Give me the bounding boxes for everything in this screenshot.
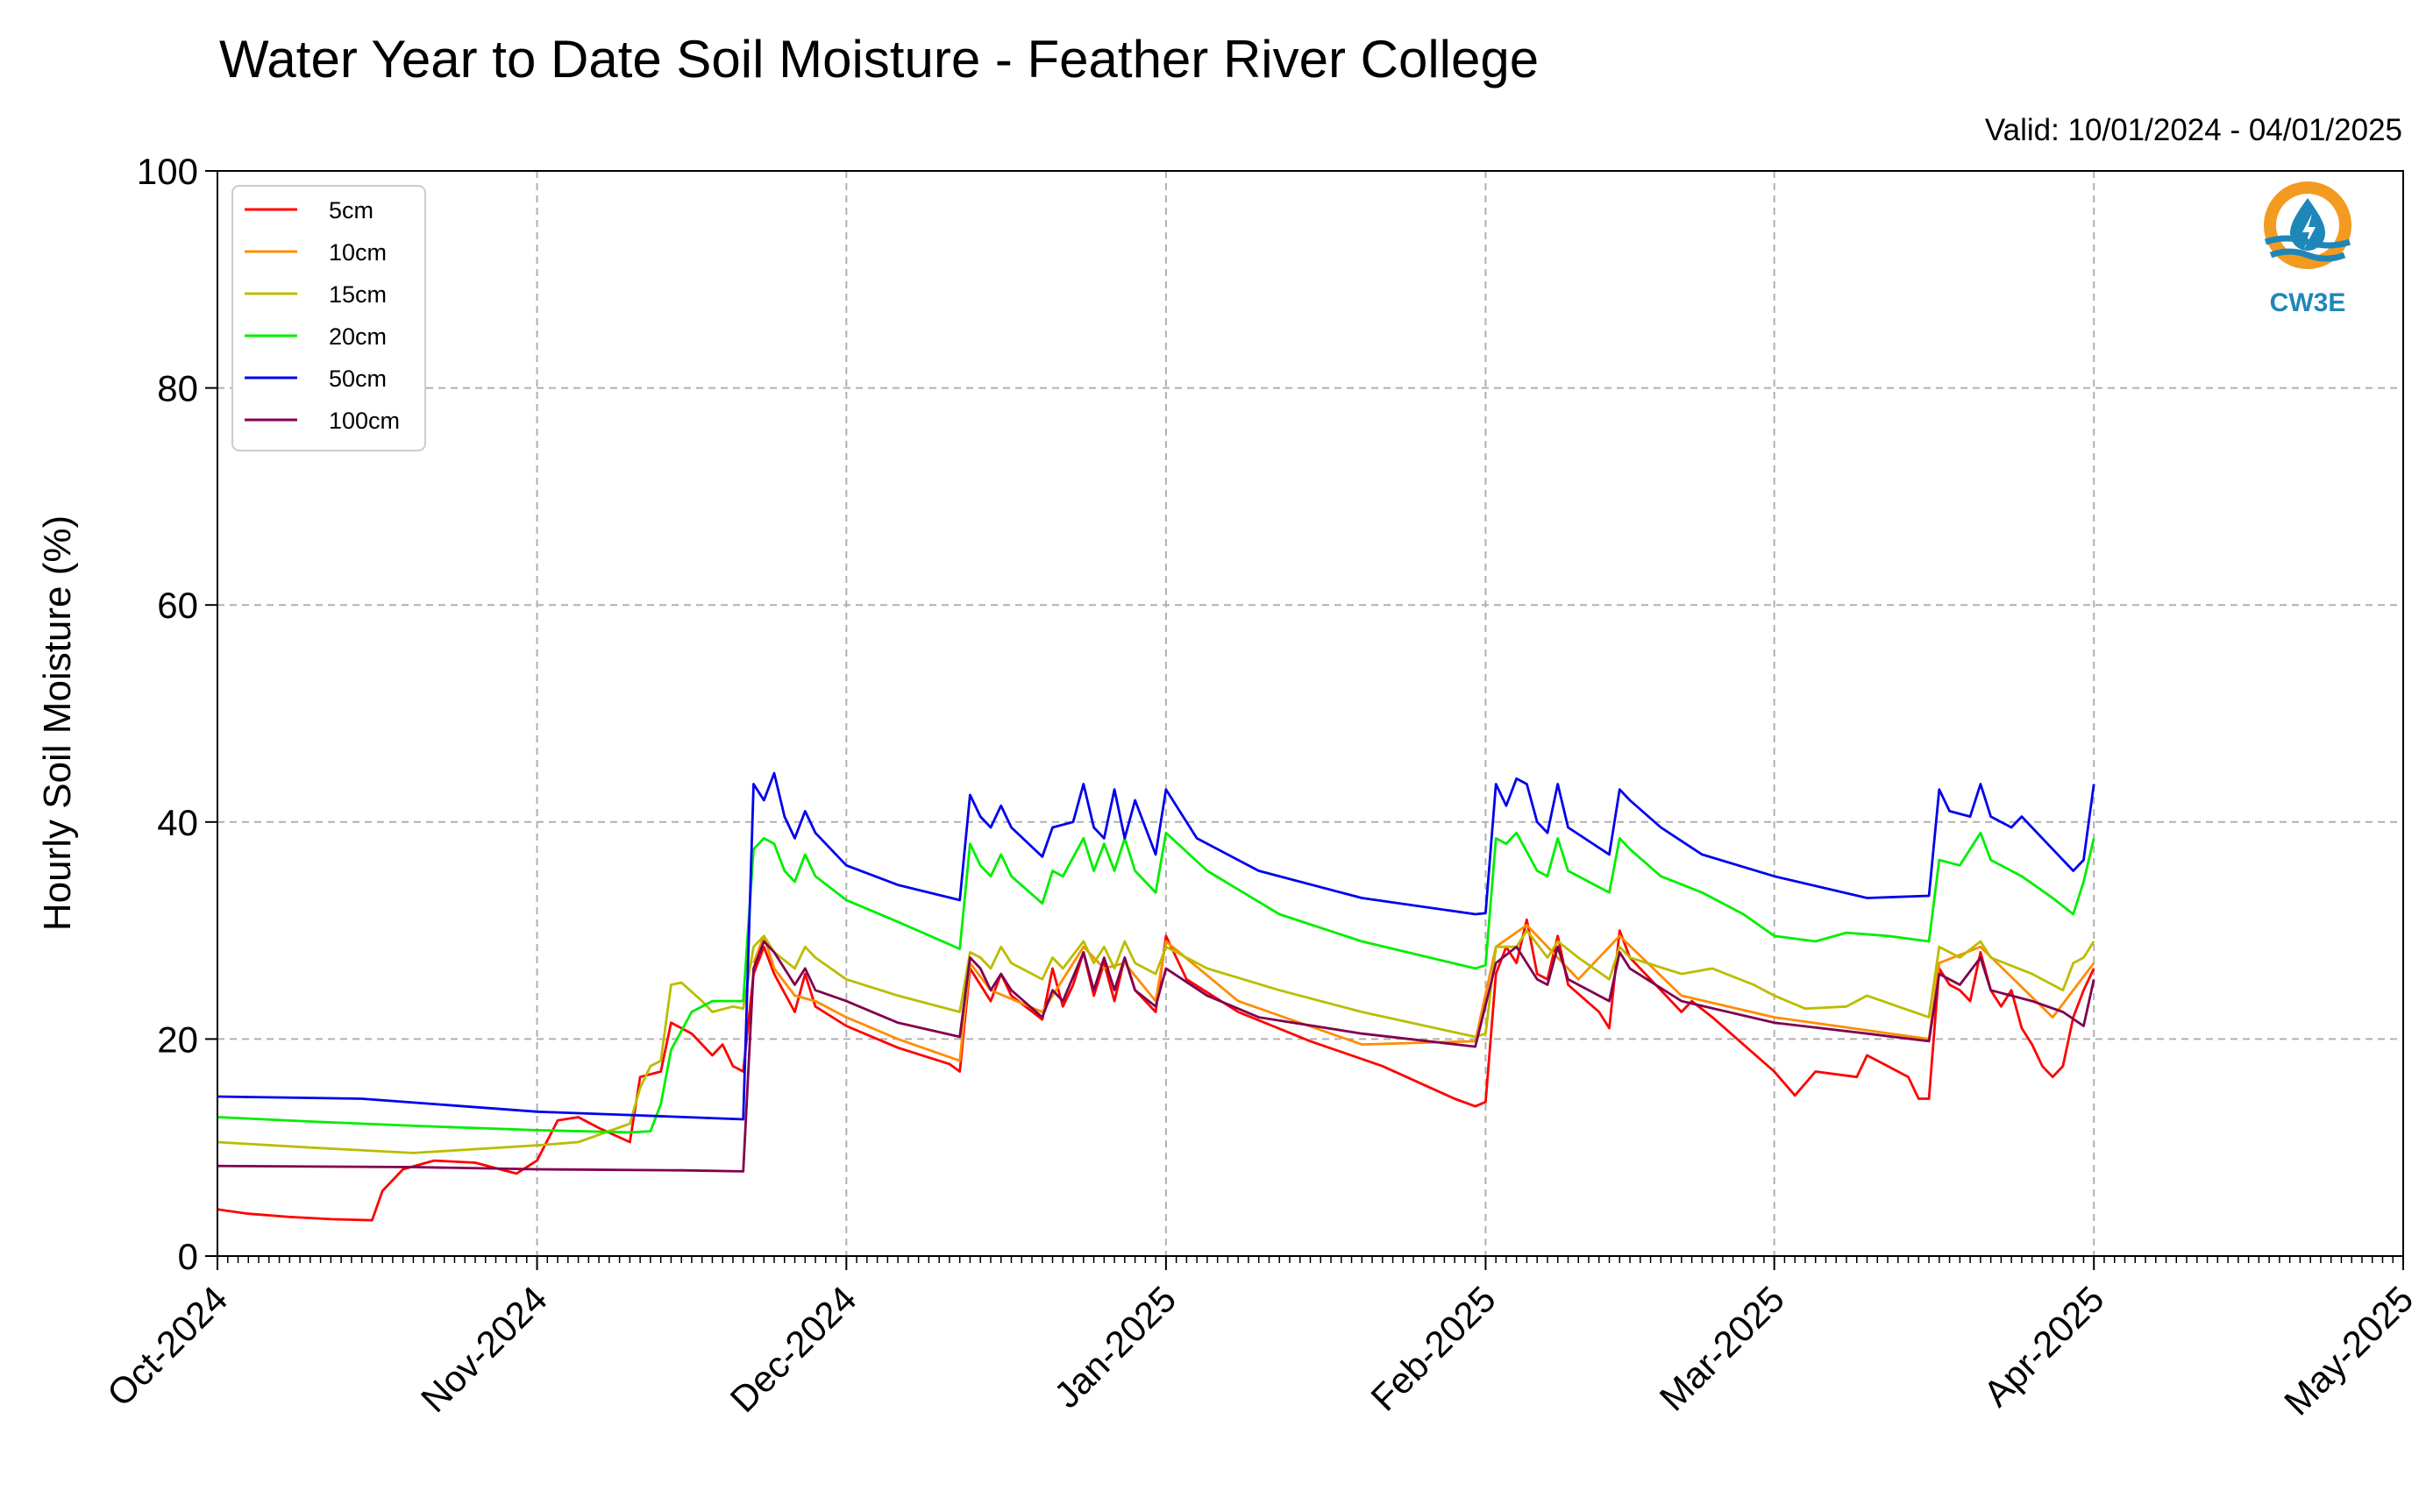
y-tick-label: 40: [157, 802, 198, 843]
lightning-icon: [2302, 214, 2316, 249]
wave-icon: [2264, 235, 2351, 249]
legend-label: 5cm: [329, 197, 374, 224]
legend-label: 100cm: [329, 408, 400, 434]
y-tick-label: 60: [157, 585, 198, 626]
y-tick-label: 80: [157, 368, 198, 409]
chart-title: Water Year to Date Soil Moisture - Feath…: [219, 30, 1539, 89]
x-tick-label: Mar-2025: [1652, 1278, 1792, 1418]
x-tick-label: Feb-2025: [1362, 1278, 1503, 1418]
y-tick-label: 20: [157, 1019, 198, 1060]
legend-label: 50cm: [329, 366, 387, 392]
y-tick-label: 0: [178, 1236, 198, 1277]
series-line-5cm: [217, 918, 2095, 1222]
grid-lines: [217, 171, 2403, 1256]
series-line-20cm: [217, 831, 2095, 1134]
legend-label: 20cm: [329, 323, 387, 350]
legend: 5cm 10cm 15cm 20cm 50cm 100cm: [231, 185, 426, 451]
series-lines: [217, 771, 2095, 1222]
plot-frame: [217, 170, 2404, 1257]
series-line-10cm: [752, 924, 2095, 1062]
axes: 0 20 40 60 80 100 Oct-2024 Nov-2024 Dec-2024 Jan-…: [99, 151, 2421, 1423]
x-tick-label: Oct-2024: [99, 1278, 235, 1414]
series-line-15cm: [217, 929, 2095, 1154]
legend-label: 15cm: [329, 281, 387, 308]
legend-label: 10cm: [329, 239, 387, 266]
x-tick-label: Nov-2024: [413, 1278, 555, 1420]
chart-subtitle: Valid: 10/01/2024 - 04/01/2025: [1985, 113, 2402, 147]
series-line-100cm: [217, 940, 2095, 1173]
wave-icon: [2269, 248, 2346, 262]
y-axis-label: Hourly Soil Moisture (%): [36, 515, 79, 931]
cw3e-logo: CW3E: [2264, 181, 2351, 317]
series-line-50cm: [217, 771, 2095, 1121]
x-tick-label: Apr-2025: [1975, 1278, 2111, 1414]
x-tick-label: Jan-2025: [1046, 1278, 1184, 1416]
logo-text: CW3E: [2270, 288, 2346, 317]
y-tick-label: 100: [137, 151, 198, 192]
x-tick-label: May-2025: [2276, 1278, 2421, 1423]
x-tick-label: Dec-2024: [722, 1278, 864, 1420]
